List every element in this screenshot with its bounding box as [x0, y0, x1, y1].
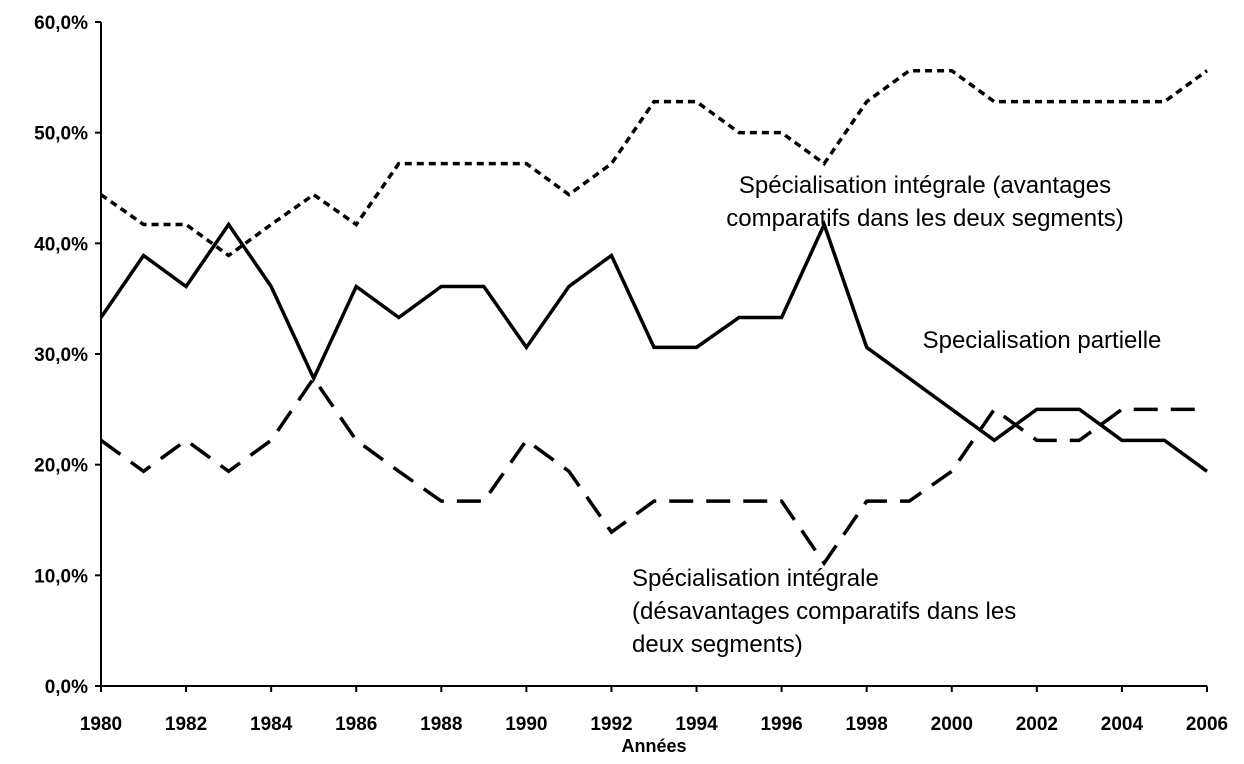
y-tick-label: 10,0%	[34, 566, 88, 587]
y-tick-label: 50,0%	[34, 124, 88, 145]
series-line	[99, 68, 1209, 258]
x-tick-label: 2000	[931, 714, 973, 735]
y-tick-label: 40,0%	[34, 234, 88, 255]
y-tick-label: 30,0%	[34, 345, 88, 366]
series-label: comparatifs dans les deux segments)	[726, 205, 1124, 232]
series-line	[99, 375, 1207, 567]
series-label: (désavantages comparatifs dans les	[632, 598, 1016, 625]
x-axis-label: Années	[621, 736, 686, 756]
x-tick-label: 2006	[1186, 714, 1228, 735]
x-tick-label: 1988	[420, 714, 462, 735]
y-tick-label: 60,0%	[34, 13, 88, 34]
series-line	[99, 219, 1209, 473]
x-tick-label: 1996	[760, 714, 802, 735]
x-tick-label: 2004	[1101, 714, 1144, 735]
series-label: Spécialisation intégrale (avantages	[739, 172, 1111, 199]
x-tick-label: 1992	[590, 714, 632, 735]
x-tick-label: 1984	[250, 714, 293, 735]
series-label: deux segments)	[632, 631, 803, 658]
x-tick-label: 1990	[505, 714, 547, 735]
x-tick-label: 1982	[165, 714, 207, 735]
x-tick-label: 1994	[675, 714, 718, 735]
x-tick-label: 1980	[80, 714, 122, 735]
x-tick-label: 1998	[846, 714, 888, 735]
series-label: Specialisation partielle	[923, 327, 1162, 354]
x-tick-label: 1986	[335, 714, 377, 735]
y-tick-label: 0,0%	[45, 677, 88, 698]
x-tick-label: 2002	[1016, 714, 1058, 735]
series-label: Spécialisation intégrale	[632, 565, 879, 592]
y-tick-label: 20,0%	[34, 456, 88, 477]
